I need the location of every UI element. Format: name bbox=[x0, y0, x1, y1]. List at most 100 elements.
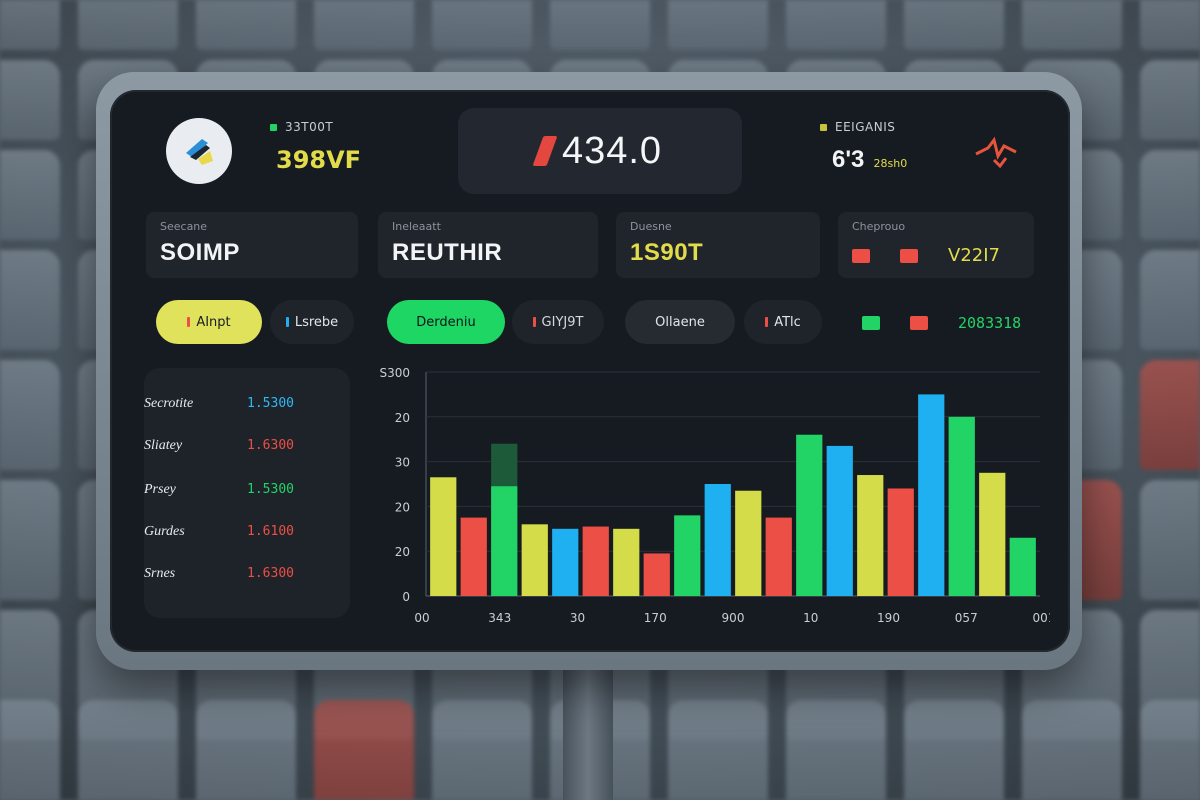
seat-icon bbox=[1140, 700, 1200, 800]
seat-icon bbox=[786, 700, 886, 800]
chart-bar[interactable] bbox=[674, 515, 701, 596]
seat-icon bbox=[1022, 700, 1122, 800]
list-item[interactable]: Srnes 1.6300 bbox=[144, 566, 294, 582]
seat-icon bbox=[78, 0, 178, 50]
chart-bar[interactable] bbox=[704, 484, 731, 596]
stat-card-2[interactable]: Ineleaatt REUTHIR bbox=[378, 212, 598, 278]
stat-card-value: 1S90T bbox=[630, 239, 704, 266]
score-slash-icon bbox=[532, 136, 558, 166]
seat-icon bbox=[668, 700, 768, 800]
seat-row bbox=[0, 0, 1200, 50]
chart-bar[interactable] bbox=[643, 553, 670, 596]
chart-bar[interactable] bbox=[430, 477, 457, 596]
list-item-value: 1.6100 bbox=[247, 524, 294, 539]
tick-icon bbox=[285, 317, 289, 327]
spark-icon[interactable] bbox=[972, 134, 1020, 176]
x-tick-label: 343 bbox=[488, 611, 511, 625]
x-tick-label: 057 bbox=[955, 611, 978, 625]
stat-card-value: SOIMP bbox=[160, 239, 240, 266]
seat-icon bbox=[0, 150, 60, 240]
pill-button-3[interactable]: Derdeniu bbox=[387, 300, 505, 344]
seat-icon bbox=[78, 700, 178, 800]
stat-card-4[interactable]: Cheprouo V22I7 bbox=[838, 212, 1034, 278]
seat-icon bbox=[904, 700, 1004, 800]
pill-button-4[interactable]: GIYJ9T bbox=[512, 300, 604, 344]
tick-icon bbox=[532, 317, 536, 327]
list-item[interactable]: Prsey 1.5300 bbox=[144, 482, 294, 498]
seat-icon bbox=[0, 700, 60, 800]
seat-icon bbox=[432, 700, 532, 800]
right-status-text: EEIGANIS bbox=[835, 120, 896, 134]
seat-icon bbox=[196, 700, 296, 800]
right-value-group: 6'3 28sh0 bbox=[832, 146, 907, 174]
stat-card-label: Duesne bbox=[630, 220, 672, 233]
chart-bar[interactable] bbox=[918, 394, 945, 596]
seat-icon bbox=[0, 360, 60, 470]
seat-icon bbox=[0, 250, 60, 350]
seat-icon bbox=[1140, 360, 1200, 470]
pill-button-5[interactable]: Ollaene bbox=[625, 300, 735, 344]
pill-label: Lsrebe bbox=[294, 314, 339, 330]
right-subvalue: 28sh0 bbox=[873, 157, 908, 170]
red-marker-icon bbox=[900, 248, 918, 263]
seat-icon bbox=[550, 0, 650, 50]
stat-card-1[interactable]: Seecane SOIMP bbox=[146, 212, 358, 278]
chart-bar[interactable] bbox=[613, 528, 640, 596]
ranking-panel bbox=[144, 368, 350, 618]
chart-bar[interactable] bbox=[979, 472, 1006, 596]
list-item-name: Sliatey bbox=[144, 438, 183, 453]
chart-bar[interactable] bbox=[887, 488, 914, 596]
pill-button-2[interactable]: Lsrebe bbox=[270, 300, 354, 344]
pill-button-1[interactable]: AInpt bbox=[156, 300, 262, 344]
x-tick-label: 900 bbox=[722, 611, 745, 625]
chart-bar[interactable] bbox=[552, 528, 579, 596]
red-marker-icon bbox=[910, 316, 928, 330]
monitor-stand bbox=[563, 660, 613, 800]
chart-bar[interactable] bbox=[948, 416, 975, 596]
chart-bar[interactable] bbox=[796, 434, 823, 596]
x-tick-label: 00 bbox=[414, 611, 429, 625]
pill-label: Ollaene bbox=[655, 314, 705, 330]
red-marker-icon bbox=[852, 248, 870, 263]
y-tick-label: 20 bbox=[395, 411, 410, 425]
chart-bar[interactable] bbox=[765, 517, 792, 596]
brand-logo-icon[interactable] bbox=[166, 118, 232, 184]
stat-card-value: REUTHIR bbox=[392, 239, 503, 266]
score-display: 434.0 bbox=[458, 108, 742, 194]
list-item[interactable]: Secrotite 1.5300 bbox=[144, 396, 294, 412]
list-item[interactable]: Gurdes 1.6100 bbox=[144, 524, 294, 540]
seat-icon bbox=[1140, 250, 1200, 350]
seat-row bbox=[0, 700, 1200, 800]
seat-icon bbox=[1140, 150, 1200, 240]
stat-card-label: Cheprouo bbox=[852, 220, 906, 233]
bar-chart: S300203020200003433017090010190057001 bbox=[380, 366, 1050, 625]
stat-card-row: V22I7 bbox=[852, 245, 1020, 266]
y-tick-label: S300 bbox=[380, 366, 410, 380]
chart-bar[interactable] bbox=[521, 524, 548, 596]
x-tick-label: 10 bbox=[803, 611, 818, 625]
chart-bar[interactable] bbox=[857, 475, 884, 596]
y-tick-label: 20 bbox=[395, 500, 410, 514]
chart-bar[interactable] bbox=[460, 517, 487, 596]
pill-button-6[interactable]: ATlc bbox=[744, 300, 822, 344]
left-value: 398VF bbox=[276, 146, 362, 174]
seat-icon bbox=[668, 0, 768, 50]
stat-card-label: Seecane bbox=[160, 220, 208, 233]
chart-bar[interactable] bbox=[735, 490, 762, 596]
right-status-label: EEIGANIS bbox=[820, 120, 895, 134]
chart-bar[interactable] bbox=[1009, 537, 1036, 596]
list-item[interactable]: Sliatey 1.6300 bbox=[144, 438, 294, 454]
legend-value: 2083318 bbox=[958, 314, 1022, 332]
chart-bar[interactable] bbox=[491, 486, 518, 596]
list-item-name: Prsey bbox=[144, 482, 176, 497]
left-status-text: 33T00T bbox=[285, 120, 334, 134]
seat-icon bbox=[196, 0, 296, 50]
stat-card-3[interactable]: Duesne 1S90T bbox=[616, 212, 820, 278]
list-item-value: 1.5300 bbox=[247, 396, 294, 411]
seat-icon bbox=[314, 0, 414, 50]
chart-bar[interactable] bbox=[582, 526, 609, 596]
green-marker-icon bbox=[862, 316, 880, 330]
left-status-label: 33T00T bbox=[270, 120, 333, 134]
chart-bar[interactable] bbox=[826, 445, 853, 596]
seat-icon bbox=[1140, 0, 1200, 50]
